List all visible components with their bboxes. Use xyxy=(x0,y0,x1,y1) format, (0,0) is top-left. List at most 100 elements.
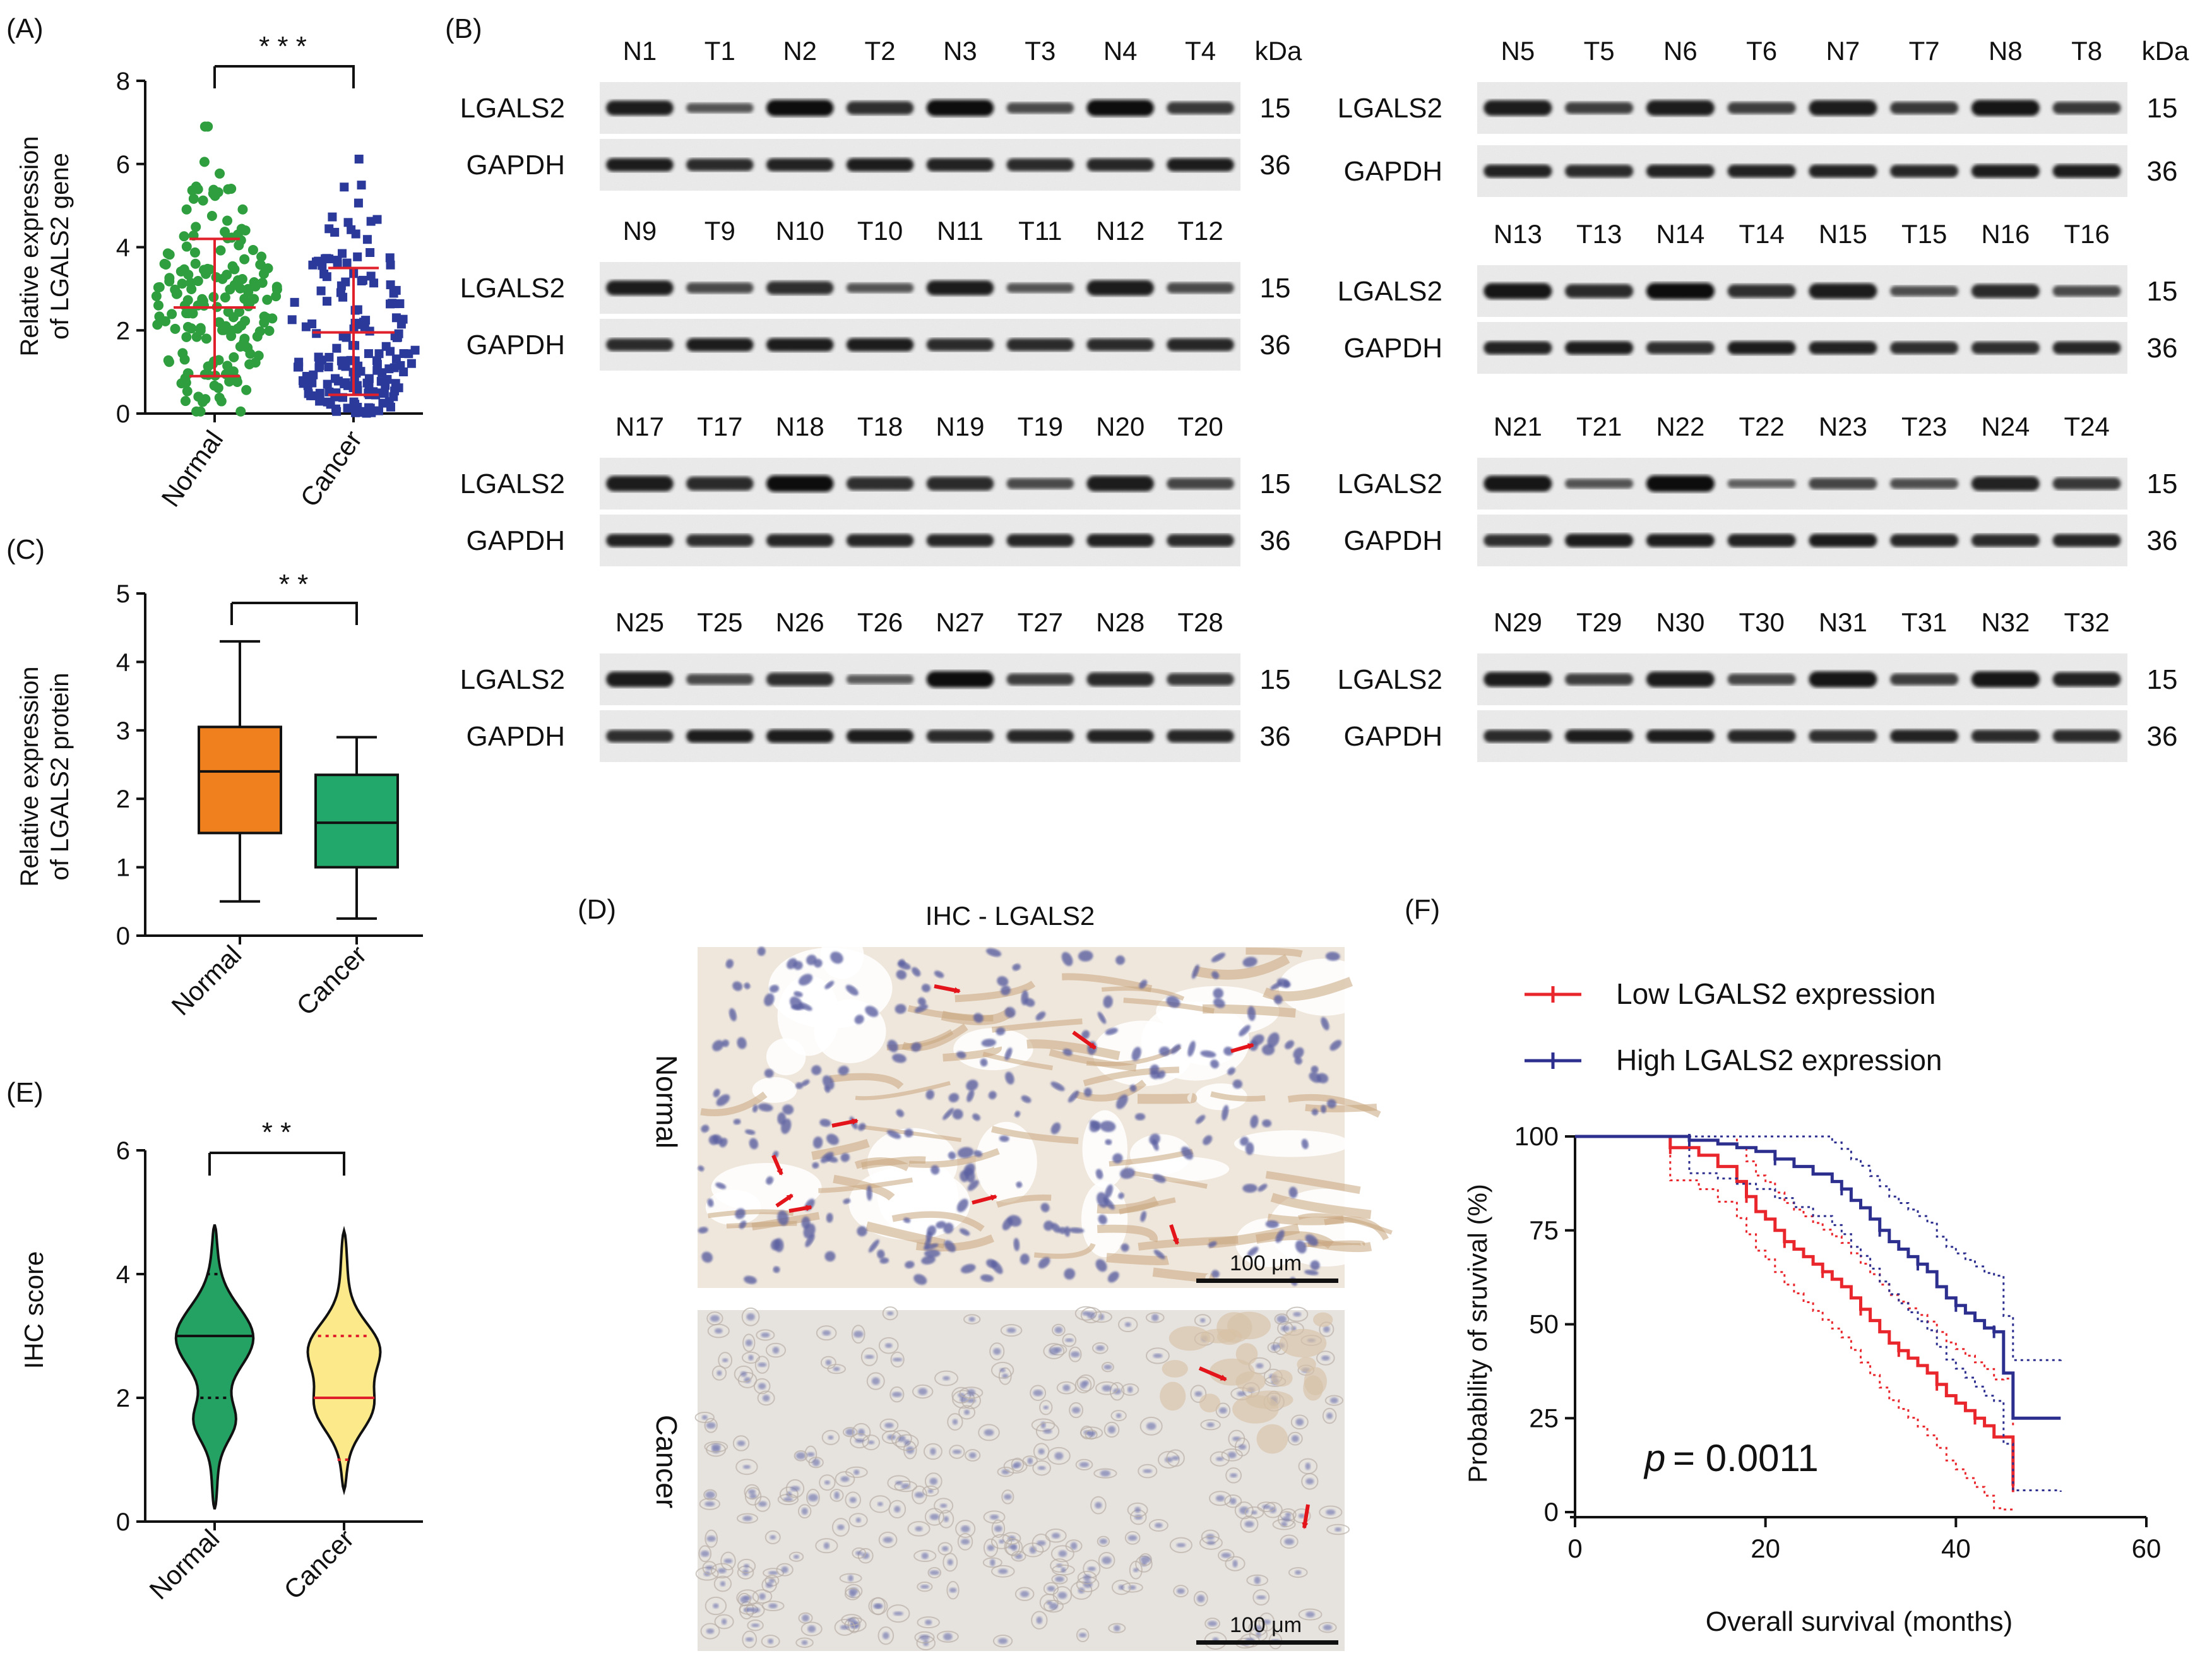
ihc-cell xyxy=(744,1487,762,1506)
data-point xyxy=(198,295,208,306)
band-gapdh xyxy=(1809,164,1877,178)
ihc-nucleus xyxy=(1247,1246,1259,1256)
ihc-cell xyxy=(713,1575,732,1592)
data-point xyxy=(160,259,171,270)
band-lgals2 xyxy=(1484,475,1552,492)
lane-label-T5: T5 xyxy=(1584,36,1615,66)
ihc-nucleus xyxy=(752,1104,758,1112)
ihc-cell xyxy=(1002,1532,1021,1545)
panel-a-xlabel-cancer: Cancer xyxy=(294,425,367,512)
ihc-cell xyxy=(1193,1590,1208,1607)
ihc-cell xyxy=(1129,1561,1143,1580)
ihc-normal-texture xyxy=(698,931,1393,1286)
ihc-nucleus xyxy=(912,967,921,977)
lane-label-N24: N24 xyxy=(1981,412,2030,441)
ihc-cell xyxy=(955,1520,976,1538)
ihc-nucleus xyxy=(1265,1220,1279,1229)
band-lgals2 xyxy=(606,475,674,492)
scatter-points-normal xyxy=(151,121,282,417)
ihc-stroma-fiber xyxy=(1208,1224,1300,1249)
data-point xyxy=(179,354,190,365)
panel-e-xlabel-cancer: Cancer xyxy=(278,1523,359,1605)
ihc-nucleus xyxy=(877,1249,885,1259)
ihc-nucleus xyxy=(904,1128,913,1138)
ihc-cell xyxy=(714,1614,734,1630)
ihc-nucleus xyxy=(790,1486,800,1492)
band-gapdh xyxy=(1646,342,1715,354)
ihc-nucleus xyxy=(759,1593,766,1600)
ihc-nucleus xyxy=(913,1274,927,1285)
ihc-nucleus xyxy=(1114,1624,1121,1631)
ihc-nucleus xyxy=(1105,1028,1118,1035)
lane-label-N7: N7 xyxy=(1826,36,1860,66)
band-gapdh xyxy=(1971,730,2040,742)
y-tick-label: 2 xyxy=(116,317,130,345)
ihc-cell xyxy=(1135,1555,1153,1573)
ihc-nucleus xyxy=(898,959,906,967)
band-lgals2 xyxy=(1971,476,2040,491)
data-point xyxy=(256,251,267,262)
ihc-stroma xyxy=(1162,1360,1188,1378)
data-point xyxy=(308,260,318,270)
lane-label-N26: N26 xyxy=(776,607,824,637)
ihc-nucleus xyxy=(781,1566,788,1573)
ihc-nucleus xyxy=(1245,1142,1254,1155)
lane-label-N4: N4 xyxy=(1103,36,1138,66)
ihc-cell xyxy=(788,1551,804,1562)
ihc-cell xyxy=(1076,1374,1095,1392)
ihc-nucleus xyxy=(1211,953,1226,962)
ihc-cell xyxy=(1003,1458,1028,1474)
data-point xyxy=(338,331,348,341)
ihc-nucleus xyxy=(1191,964,1199,979)
ihc-nucleus xyxy=(830,951,843,964)
y-tick-label: 0 xyxy=(116,400,130,428)
ihc-nucleus xyxy=(840,1476,850,1482)
ihc-cell xyxy=(1224,1494,1242,1508)
band-lgals2 xyxy=(686,477,754,491)
ihc-nucleus xyxy=(720,1581,726,1587)
data-point xyxy=(243,298,254,309)
ihc-cell xyxy=(1246,1574,1268,1587)
ihc-nucleus xyxy=(1321,1355,1330,1361)
ihc-nucleus xyxy=(1012,963,1021,971)
ihc-nucleus xyxy=(1325,951,1340,961)
ihc-nucleus xyxy=(973,1013,984,1023)
ihc-nucleus xyxy=(1203,1135,1213,1145)
ihc-cell xyxy=(860,1347,878,1366)
panel-e-label: (E) xyxy=(6,1077,44,1108)
y-tick-label: 0 xyxy=(1544,1497,1559,1527)
lane-label-T8: T8 xyxy=(2071,36,2102,66)
ihc-nucleus xyxy=(1311,1109,1319,1116)
data-point xyxy=(255,259,266,270)
panel-b-label: (B) xyxy=(445,13,482,44)
data-point xyxy=(323,397,332,407)
ihc-cell xyxy=(1031,1611,1048,1630)
ihc-nucleus xyxy=(1102,1556,1112,1565)
ihc-stroma-fiber xyxy=(1097,1224,1158,1243)
protein-label: LGALS2 xyxy=(460,273,565,304)
ihc-nucleus xyxy=(892,1357,903,1362)
ihc-stroma-fiber xyxy=(1083,1066,1179,1087)
band-lgals2 xyxy=(686,103,754,113)
ihc-nucleus xyxy=(715,1182,727,1189)
data-point xyxy=(399,349,408,359)
data-point xyxy=(389,289,398,298)
band-lgals2 xyxy=(926,671,994,688)
band-lgals2 xyxy=(1727,479,1796,488)
ihc-cell xyxy=(1200,1419,1221,1431)
data-point xyxy=(264,326,275,337)
protein-label: LGALS2 xyxy=(460,468,565,499)
ihc-cell xyxy=(1111,1579,1131,1595)
ihc-cell xyxy=(706,1311,723,1326)
data-point xyxy=(324,352,334,362)
panel-c-xlabel-normal: Normal xyxy=(165,939,247,1021)
lane-label-N8: N8 xyxy=(1989,36,2023,66)
ihc-nucleus xyxy=(1232,1559,1238,1568)
lane-label-N32: N32 xyxy=(1981,607,2030,637)
ihc-nucleus xyxy=(1206,1541,1216,1545)
ihc-nucleus xyxy=(737,1037,747,1049)
ihc-nucleus xyxy=(1211,971,1220,979)
data-point xyxy=(369,278,379,288)
panel-c-sig-bracket xyxy=(230,602,358,625)
data-point xyxy=(342,258,352,268)
